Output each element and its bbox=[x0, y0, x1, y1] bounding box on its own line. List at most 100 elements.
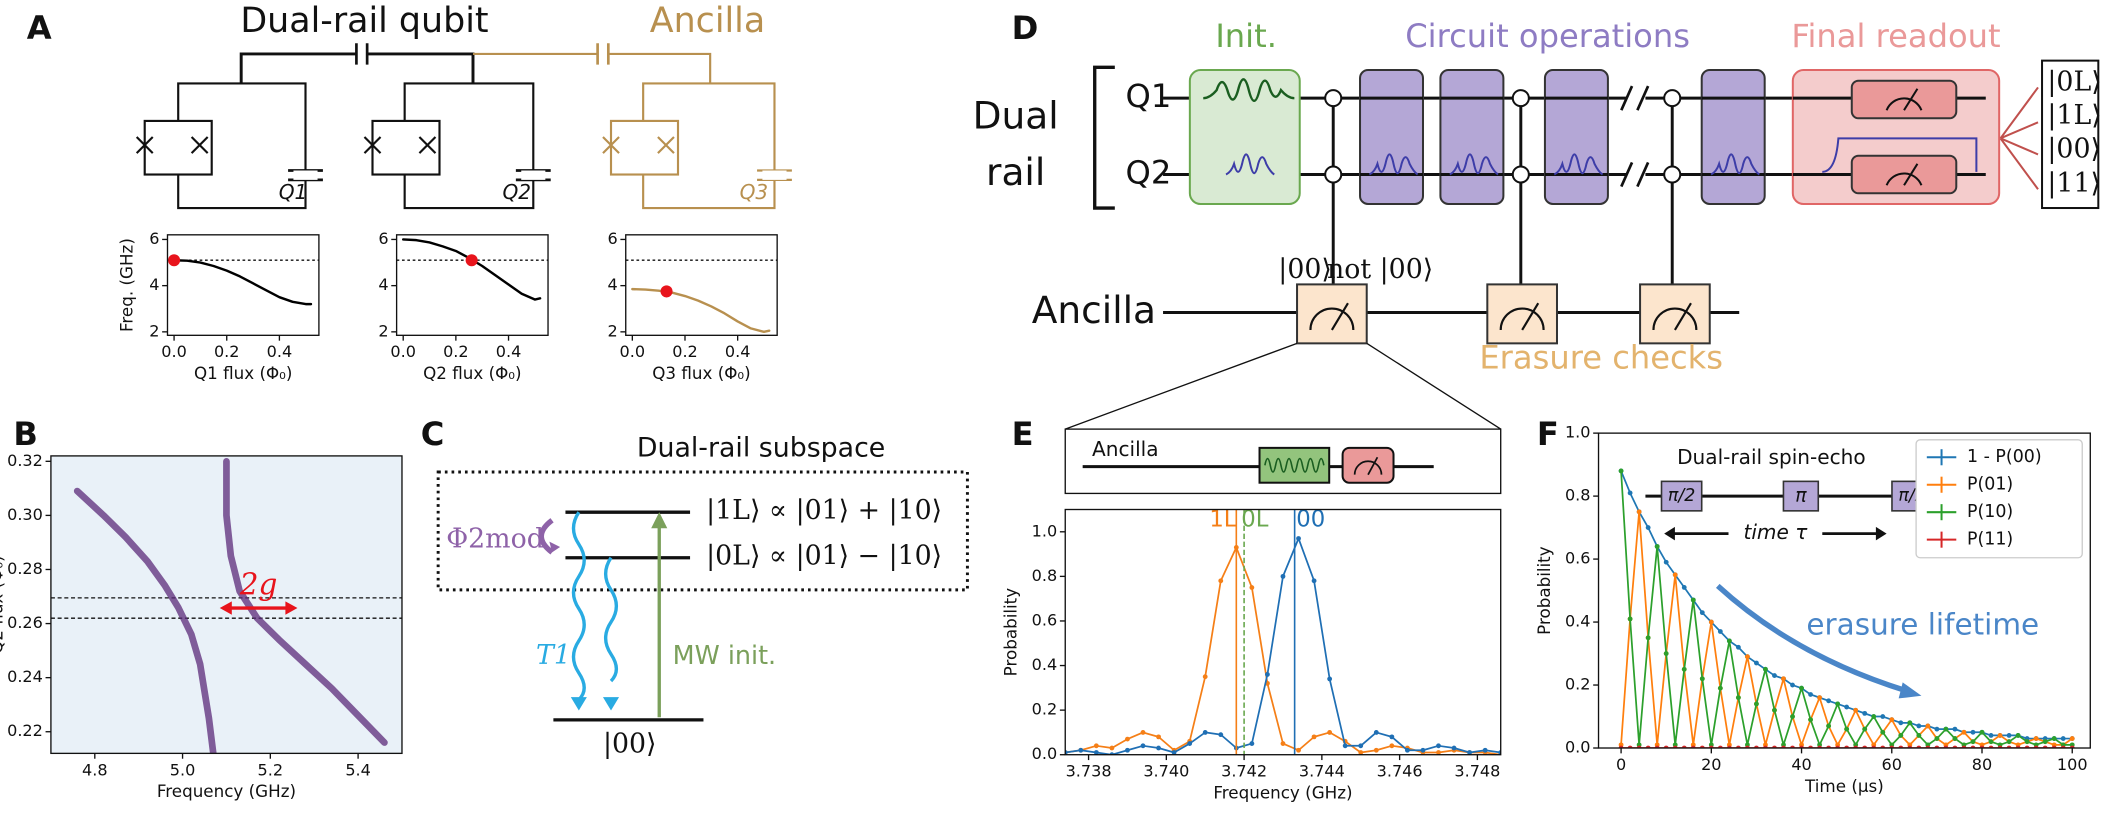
data-point bbox=[1358, 750, 1364, 755]
x-tick-label: 0.0 bbox=[390, 342, 416, 361]
x-tick-label: 0.4 bbox=[267, 342, 293, 361]
qubit-label: Q3 bbox=[740, 180, 769, 204]
x-tick-label: 100 bbox=[2057, 755, 2088, 774]
data-point bbox=[1627, 616, 1633, 622]
y-tick-label: 0.26 bbox=[7, 613, 43, 632]
register-label: rail bbox=[986, 150, 1045, 194]
section-title: Erasure checks bbox=[1479, 338, 1723, 376]
data-point bbox=[1952, 736, 1958, 741]
data-point bbox=[1156, 745, 1161, 751]
x-tick-label: 0.0 bbox=[161, 342, 187, 361]
data-point bbox=[1772, 707, 1777, 713]
y-tick-label: 0.0 bbox=[1032, 744, 1058, 763]
x-tick-label: 0 bbox=[1616, 755, 1626, 774]
y-tick-label: 6 bbox=[149, 229, 159, 248]
title: Ancilla bbox=[650, 1, 765, 41]
x-tick-label: 4.8 bbox=[82, 760, 108, 779]
data-point bbox=[1404, 747, 1410, 753]
title: Dual-rail subspace bbox=[637, 433, 885, 464]
y-tick-label: 0.30 bbox=[7, 505, 43, 524]
marker bbox=[465, 254, 478, 267]
data-point bbox=[1280, 573, 1286, 579]
data-point bbox=[1781, 676, 1786, 682]
pulse-label: π/2 bbox=[1668, 486, 1695, 506]
x-tick-label: 3.744 bbox=[1299, 762, 1345, 781]
y-tick-label: 6 bbox=[607, 229, 617, 248]
y-tick-label: 0.22 bbox=[7, 721, 43, 740]
qubit-label: Q1 bbox=[279, 180, 308, 204]
data-point bbox=[1296, 747, 1301, 753]
circuit-a: Dual-rail qubit Ancilla Q1 Q2 Q3 bbox=[135, 1, 792, 210]
line-label: 0L bbox=[1241, 507, 1268, 533]
x-axis-label: Frequency (GHz) bbox=[1213, 783, 1352, 803]
data-point bbox=[1618, 468, 1624, 474]
wire-label: Ancilla bbox=[1032, 288, 1156, 332]
delay-label: time τ bbox=[1743, 520, 1808, 544]
chart: 4.8 5.0 5.2 5.4 0.22 0.24 0.26 0.28 0.30 0.32 Freq… bbox=[0, 451, 403, 801]
y-axis-label: Probability bbox=[1001, 588, 1021, 677]
y-tick-label: 2 bbox=[378, 321, 388, 340]
data-point bbox=[1708, 619, 1714, 625]
data-point bbox=[2006, 739, 2012, 745]
data-point bbox=[1311, 734, 1317, 740]
section-title: Init. bbox=[1215, 17, 1277, 55]
y-tick-label: 0.8 bbox=[1565, 486, 1591, 505]
data-point bbox=[1420, 747, 1426, 753]
data-point bbox=[1645, 635, 1651, 641]
legend-label: 1 - P(00) bbox=[1967, 447, 2042, 467]
data-point bbox=[1627, 490, 1633, 496]
data-point bbox=[1826, 698, 1832, 704]
data-point bbox=[1853, 707, 1859, 713]
y-tick-label: 4 bbox=[149, 275, 159, 294]
y-tick-label: 0.2 bbox=[1565, 675, 1591, 694]
panel-label: B bbox=[13, 415, 38, 453]
data-point bbox=[1916, 723, 1922, 729]
inset-e: Ancilla bbox=[1064, 428, 1502, 495]
level-diagram: Dual-rail subspace |1L⟩ ∝ |01⟩ + |10⟩ |0… bbox=[436, 433, 969, 759]
data-point bbox=[1436, 750, 1441, 755]
output-state: |0L⟩ bbox=[2047, 66, 2101, 97]
axes-frame bbox=[625, 234, 778, 336]
data-point bbox=[1202, 730, 1208, 735]
data-point bbox=[1654, 544, 1660, 549]
data-point bbox=[1799, 685, 1804, 691]
data-point bbox=[2033, 736, 2039, 741]
data-point bbox=[1862, 710, 1868, 716]
data-point bbox=[1916, 733, 1922, 738]
data-point bbox=[1327, 676, 1333, 682]
data-point bbox=[1726, 638, 1732, 644]
y-tick-label: 4 bbox=[607, 275, 617, 294]
y-axis-label: Probability bbox=[1534, 546, 1554, 635]
data-point bbox=[1934, 736, 1940, 741]
data-point bbox=[1311, 578, 1317, 584]
level-label: |1L⟩ ∝ |01⟩ + |10⟩ bbox=[706, 495, 942, 526]
axes-frame bbox=[50, 455, 403, 755]
chart: 0.0 0.2 0.4 2 4 6 Q3 flux (Φ₀) bbox=[607, 229, 778, 383]
data-point bbox=[2051, 736, 2057, 741]
data-point bbox=[1772, 673, 1777, 678]
data-point bbox=[1389, 743, 1395, 749]
panel-label: C bbox=[421, 415, 445, 453]
level-label: |0L⟩ ∝ |01⟩ − |10⟩ bbox=[706, 541, 942, 572]
y-tick-label: 0.4 bbox=[1032, 655, 1058, 674]
axes-frame bbox=[395, 234, 549, 336]
data-point bbox=[1690, 597, 1696, 603]
data-point bbox=[1763, 666, 1768, 672]
x-tick-label: 0.0 bbox=[620, 342, 646, 361]
decay-label: T1 bbox=[536, 640, 571, 671]
pulse-label: π bbox=[1795, 486, 1807, 507]
data-point bbox=[1156, 734, 1161, 740]
data-point bbox=[1826, 723, 1832, 729]
data-point bbox=[1808, 692, 1813, 697]
x-tick-label: 3.748 bbox=[1454, 762, 1500, 781]
data-point bbox=[1988, 739, 1994, 745]
x-tick-label: 3.746 bbox=[1377, 762, 1423, 781]
marker bbox=[168, 254, 181, 267]
register-label: Dual bbox=[973, 94, 1059, 138]
data-point bbox=[1280, 741, 1286, 746]
data-point bbox=[1717, 629, 1723, 634]
x-tick-label: 3.738 bbox=[1066, 762, 1112, 781]
x-tick-label: 60 bbox=[1882, 755, 1902, 774]
